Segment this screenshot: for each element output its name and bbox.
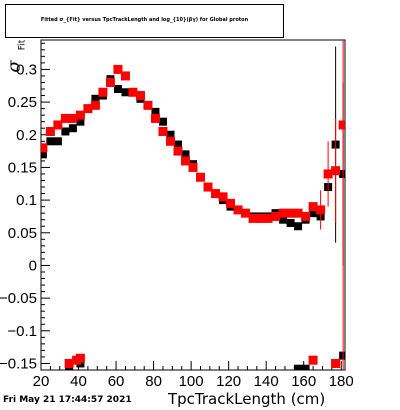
data-point: [41, 143, 48, 153]
y-tick-label: 0.2: [16, 127, 37, 144]
data-point: [76, 117, 85, 126]
data-point: [143, 100, 153, 110]
data-point: [316, 205, 326, 215]
data-layer: [41, 40, 345, 370]
y-tick-label: 0.15: [8, 159, 37, 176]
data-point: [180, 156, 190, 166]
y-tick-label: −0.1: [7, 323, 37, 340]
data-point: [53, 137, 62, 146]
data-point: [256, 213, 266, 223]
data-point: [98, 87, 108, 97]
data-point: [158, 117, 167, 126]
data-point: [128, 87, 138, 97]
x-tick-label: 180: [329, 373, 354, 390]
data-point: [263, 213, 273, 223]
data-point: [188, 162, 198, 172]
x-tick-label: 40: [70, 373, 87, 390]
y-tick-label: 0.05: [8, 225, 37, 242]
data-point: [286, 208, 296, 218]
data-point: [211, 189, 221, 199]
data-point: [158, 126, 168, 136]
y-axis-label: σ Fit: [4, 40, 28, 84]
y-axis-symbol: σ: [3, 60, 25, 73]
data-point: [339, 169, 345, 178]
data-point: [286, 218, 295, 227]
data-point: [64, 358, 74, 368]
data-point: [203, 182, 213, 192]
data-point: [196, 172, 206, 182]
data-point: [301, 364, 310, 370]
data-point: [53, 120, 63, 130]
x-tick-label: 20: [33, 373, 50, 390]
y-tick-label: 0.3: [16, 61, 37, 78]
data-point: [113, 64, 123, 74]
data-point: [173, 146, 183, 156]
data-point: [308, 202, 318, 212]
data-point: [293, 208, 303, 218]
x-tick-label: 140: [254, 373, 279, 390]
y-tick-label: 0: [29, 257, 37, 274]
y-tick-label: 0.25: [8, 94, 37, 111]
data-point: [331, 358, 341, 368]
data-point: [226, 198, 236, 208]
data-point: [218, 192, 228, 202]
data-point: [151, 107, 160, 116]
data-point: [60, 113, 70, 123]
plot-frame: [40, 39, 346, 371]
data-point: [113, 85, 122, 94]
data-point: [165, 136, 175, 146]
data-point: [173, 140, 182, 149]
data-point: [41, 150, 47, 159]
data-point: [150, 113, 160, 123]
data-point: [181, 150, 190, 159]
y-tick-label: −0.05: [0, 290, 37, 307]
data-point: [308, 355, 318, 365]
data-point: [105, 77, 115, 87]
data-point: [301, 211, 311, 221]
y-axis-subscript: Fit: [17, 39, 28, 51]
data-point: [61, 127, 70, 136]
x-tick-label: 60: [108, 373, 125, 390]
data-point: [46, 137, 55, 146]
data-point: [83, 104, 93, 114]
data-point: [121, 88, 130, 97]
data-point: [339, 351, 345, 360]
data-point: [91, 94, 100, 103]
y-tick-label: 0.1: [16, 192, 37, 209]
data-point: [279, 215, 288, 224]
data-point: [294, 222, 303, 231]
data-point: [271, 211, 281, 221]
data-point: [248, 213, 258, 223]
data-point: [45, 126, 55, 136]
data-point: [294, 364, 303, 370]
x-tick-label: 100: [179, 373, 204, 390]
data-point: [338, 120, 345, 130]
data-point: [233, 205, 243, 215]
data-point: [75, 353, 85, 363]
title-box: Fitted σ_{Fit} versus TpcTrackLength and…: [5, 4, 284, 38]
data-point: [309, 209, 318, 218]
data-point: [166, 130, 175, 139]
data-point: [278, 208, 288, 218]
x-tick-label: 160: [291, 373, 316, 390]
data-point: [68, 124, 77, 133]
y-tick-label: −0.15: [0, 355, 37, 372]
data-point: [331, 166, 341, 176]
data-point: [75, 110, 85, 120]
x-tick-label: 120: [216, 373, 241, 390]
x-axis-label: TpcTrackLength (cm): [168, 390, 326, 408]
data-point: [323, 169, 333, 179]
footer-date: Fri May 21 17:44:57 2021: [3, 395, 132, 405]
data-point: [120, 71, 130, 81]
data-point: [241, 208, 251, 218]
x-tick-label: 80: [145, 373, 162, 390]
chart-title: Fitted σ_{Fit} versus TpcTrackLength and…: [40, 17, 249, 23]
data-point: [135, 91, 145, 101]
data-point: [68, 113, 78, 123]
data-point: [90, 100, 100, 110]
